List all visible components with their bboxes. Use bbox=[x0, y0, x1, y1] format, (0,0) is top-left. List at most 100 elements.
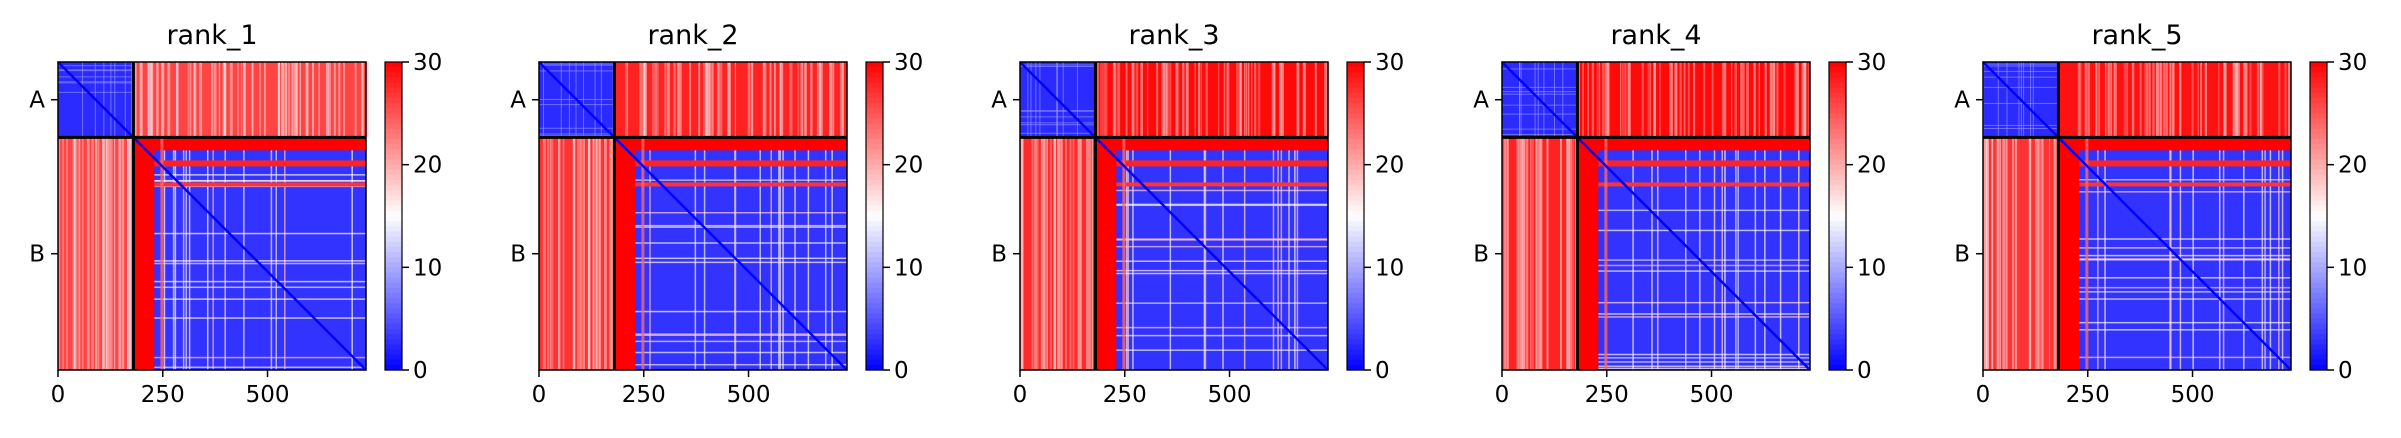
texture-stripe bbox=[1198, 62, 1201, 138]
colorbar-segment bbox=[2310, 149, 2327, 155]
texture-stripe bbox=[1734, 62, 1738, 138]
texture-stripe bbox=[1999, 137, 2001, 370]
colorbar-segment bbox=[1347, 72, 1364, 78]
texture-stripe bbox=[781, 62, 784, 138]
texture-stripe bbox=[1314, 62, 1317, 138]
texture-stripe bbox=[294, 62, 297, 138]
colorbar-frame bbox=[1346, 61, 1365, 371]
colorbar-segment bbox=[866, 205, 883, 212]
texture-stripe bbox=[1724, 137, 1726, 370]
texture-stripe bbox=[1713, 137, 1716, 370]
colorbar-tick-label: 30 bbox=[1857, 50, 1886, 76]
colorbar-segment bbox=[2310, 298, 2327, 304]
colorbar-segment bbox=[866, 62, 883, 68]
texture-stripe bbox=[2058, 247, 2291, 249]
texture-stripe bbox=[1772, 62, 1775, 138]
boundary-stripe bbox=[2079, 160, 2291, 167]
colorbar-segment bbox=[2310, 67, 2327, 73]
texture-stripe bbox=[218, 62, 221, 138]
texture-stripe bbox=[600, 62, 602, 138]
colorbar-segment bbox=[1347, 246, 1364, 253]
plot-frame bbox=[1501, 61, 1811, 371]
colorbar-segment bbox=[1829, 108, 1846, 114]
colorbar-tick-label: 10 bbox=[894, 255, 923, 281]
texture-stripe bbox=[295, 62, 298, 138]
texture-stripe bbox=[139, 62, 141, 138]
colorbar-segment bbox=[1829, 164, 1846, 171]
texture-stripe bbox=[1683, 62, 1686, 138]
texture-stripe bbox=[134, 62, 137, 138]
heatmap-cells bbox=[538, 61, 848, 371]
heatmap-panel-1: rank_1 0 250 500 A B 0 10 20 30 bbox=[29, 20, 442, 408]
texture-stripe bbox=[126, 137, 129, 370]
texture-stripe bbox=[97, 137, 100, 370]
texture-stripe bbox=[560, 62, 562, 138]
texture-stripe bbox=[1502, 137, 1504, 370]
colorbar-segment bbox=[1829, 349, 1846, 356]
texture-stripe bbox=[1758, 62, 1760, 138]
texture-stripe bbox=[2146, 62, 2149, 138]
texture-stripe bbox=[259, 62, 261, 138]
texture-stripe bbox=[2004, 137, 2007, 370]
texture-stripe bbox=[212, 137, 214, 370]
texture-stripe bbox=[1502, 113, 1578, 115]
texture-stripe bbox=[2114, 62, 2117, 138]
colorbar-segment bbox=[2310, 113, 2327, 120]
colorbar-segment bbox=[2310, 236, 2327, 243]
texture-stripe bbox=[779, 62, 782, 138]
texture-stripe bbox=[747, 62, 750, 138]
texture-stripe bbox=[1237, 62, 1240, 138]
texture-stripe bbox=[284, 137, 286, 370]
texture-stripe bbox=[190, 62, 192, 138]
colorbar-segment bbox=[1829, 205, 1846, 212]
colorbar-segment bbox=[1829, 262, 1846, 268]
texture-stripe bbox=[1996, 137, 2000, 370]
texture-stripe bbox=[1997, 62, 1999, 138]
y-chain-label: B bbox=[510, 242, 526, 268]
texture-stripe bbox=[614, 226, 847, 228]
texture-stripe bbox=[306, 62, 309, 138]
boundary-band-vertical bbox=[1577, 137, 1599, 370]
texture-stripe bbox=[1125, 137, 1128, 370]
colorbar-segment bbox=[1347, 344, 1364, 351]
texture-stripe bbox=[694, 137, 697, 370]
texture-stripe bbox=[2105, 62, 2107, 138]
colorbar-segment bbox=[866, 67, 883, 73]
texture-stripe bbox=[1577, 270, 1810, 272]
texture-stripe bbox=[614, 334, 847, 336]
texture-stripe bbox=[1053, 137, 1056, 370]
colorbar-segment bbox=[385, 287, 402, 294]
texture-stripe bbox=[2058, 329, 2291, 331]
texture-stripe bbox=[604, 137, 607, 370]
texture-stripe bbox=[703, 137, 706, 370]
colorbar-segment bbox=[1829, 210, 1846, 217]
x-tick-label: 250 bbox=[1585, 382, 1629, 408]
texture-stripe bbox=[1582, 62, 1584, 138]
colorbar-segment bbox=[2310, 185, 2327, 191]
texture-stripe bbox=[2087, 62, 2091, 138]
texture-stripe bbox=[673, 62, 676, 138]
colorbar-segment bbox=[866, 349, 883, 356]
texture-stripe bbox=[72, 137, 75, 370]
texture-stripe bbox=[1077, 137, 1081, 370]
texture-stripe bbox=[1222, 137, 1224, 370]
colorbar-segment bbox=[866, 262, 883, 268]
texture-stripe bbox=[1079, 137, 1082, 370]
colorbar-segment bbox=[866, 164, 883, 171]
texture-stripe bbox=[1156, 62, 1159, 138]
block-b-a bbox=[1983, 137, 2059, 370]
texture-stripe bbox=[193, 62, 195, 138]
texture-stripe bbox=[1802, 62, 1804, 138]
colorbar-segment bbox=[1347, 144, 1364, 150]
colorbar-segment bbox=[385, 246, 402, 253]
colorbar-segment bbox=[866, 72, 883, 78]
colorbar-segment bbox=[1829, 303, 1846, 309]
texture-stripe bbox=[2104, 137, 2106, 370]
colorbar-segment bbox=[866, 246, 883, 253]
texture-stripe bbox=[1194, 62, 1196, 138]
texture-stripe bbox=[2165, 62, 2169, 138]
colorbar-segment bbox=[866, 257, 883, 263]
texture-stripe bbox=[614, 257, 847, 260]
texture-stripe bbox=[698, 62, 701, 138]
colorbar-segment bbox=[385, 128, 402, 135]
